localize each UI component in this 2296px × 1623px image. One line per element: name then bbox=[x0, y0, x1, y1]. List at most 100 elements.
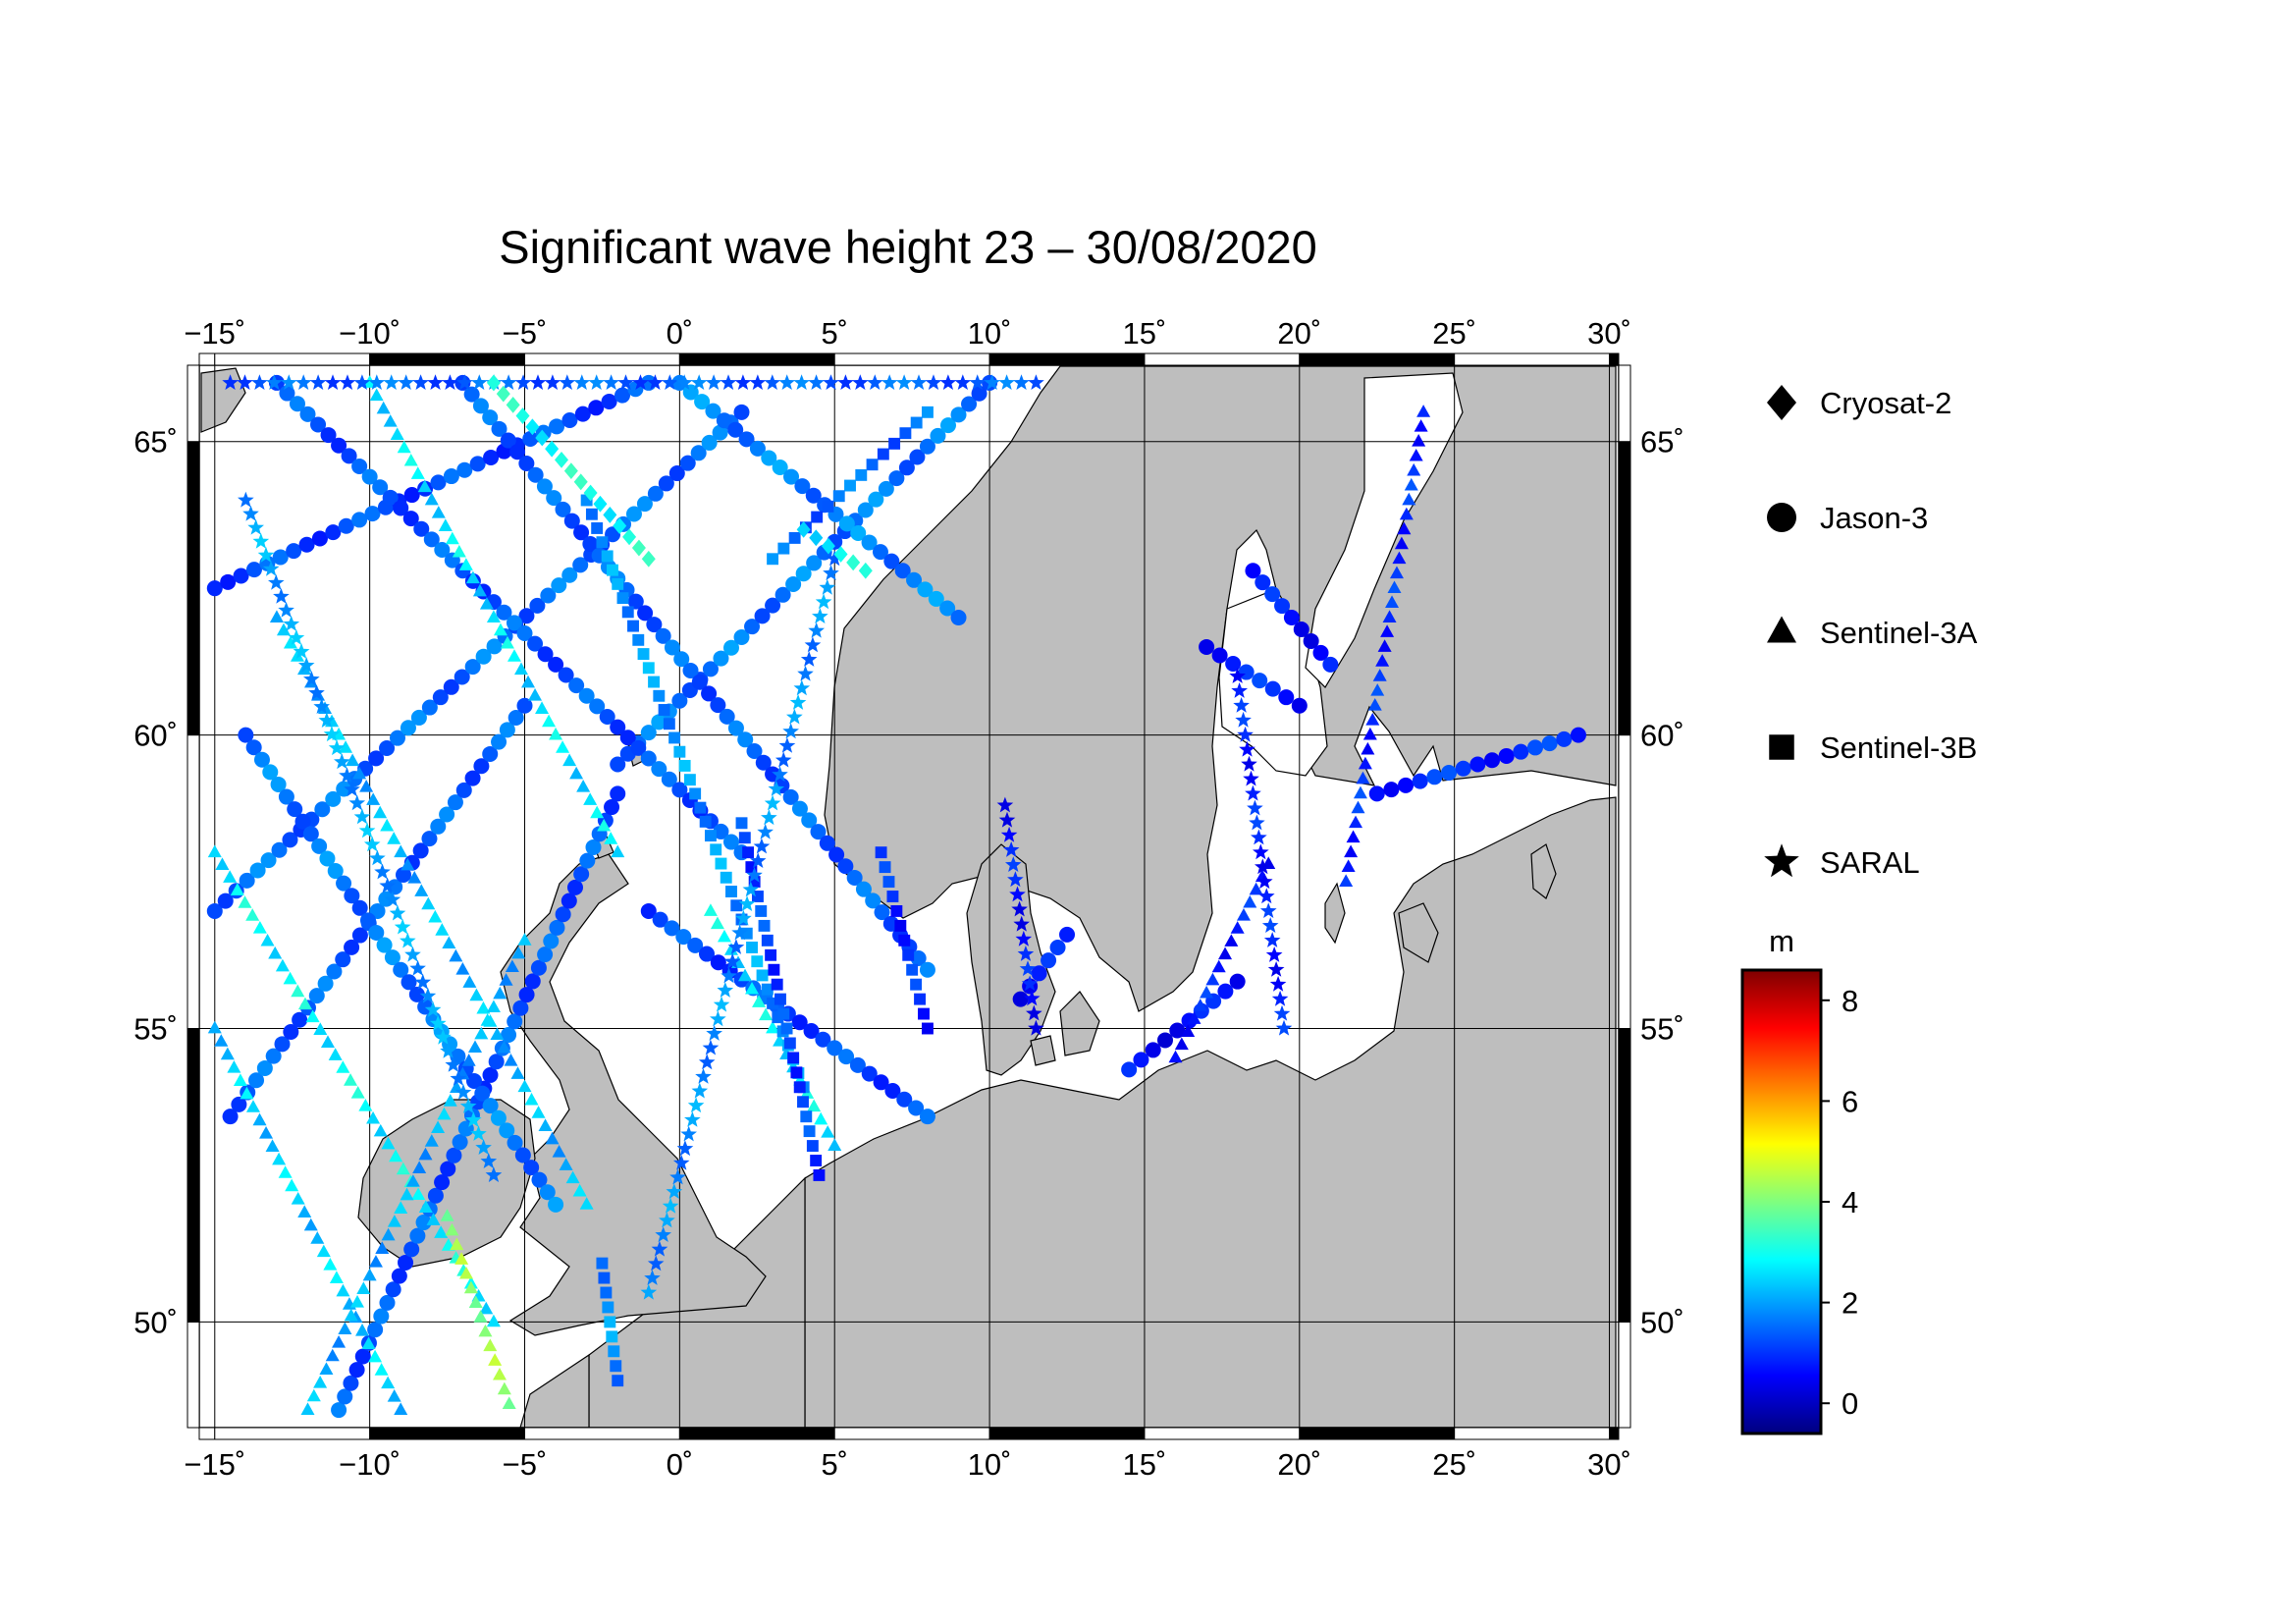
jason-3-point bbox=[950, 406, 967, 423]
jason-3-point bbox=[625, 506, 642, 522]
saral-point bbox=[412, 374, 429, 390]
jason-3-point bbox=[772, 460, 788, 476]
sentinel-3a-point bbox=[814, 1111, 828, 1125]
cryosat-2-point bbox=[525, 418, 540, 436]
jason-3-point bbox=[294, 813, 311, 830]
jason-3-point bbox=[652, 911, 668, 928]
jason-3-point bbox=[344, 939, 360, 955]
jason-3-point bbox=[868, 491, 884, 508]
lon-tick-label-top: 0˚ bbox=[667, 316, 694, 351]
saral-point bbox=[753, 838, 771, 854]
jason-3-point bbox=[1156, 1032, 1173, 1049]
sentinel-3a-point bbox=[394, 1201, 408, 1215]
frame-band-left bbox=[187, 734, 200, 1030]
lon-tick-label-bottom: 5˚ bbox=[821, 1447, 848, 1482]
jason-3-point bbox=[351, 458, 368, 474]
jason-3-point bbox=[939, 417, 956, 434]
sentinel-3a-point bbox=[1370, 683, 1385, 696]
sentinel-3a-point bbox=[1211, 959, 1226, 973]
sentinel-3b-point bbox=[742, 846, 755, 859]
jason-3-point bbox=[427, 1187, 444, 1204]
saral-point bbox=[786, 708, 803, 725]
jason-3-point bbox=[518, 455, 535, 471]
sentinel-3a-point bbox=[1205, 972, 1220, 986]
cryosat-2-point bbox=[573, 473, 588, 491]
sentinel-3b-point bbox=[806, 1140, 819, 1153]
sentinel-3a-point bbox=[524, 1092, 539, 1106]
saral-point bbox=[1241, 755, 1257, 772]
sentinel-3a-point bbox=[1416, 405, 1431, 417]
sentinel-3b-point bbox=[890, 904, 903, 917]
jason-3-point bbox=[906, 571, 923, 588]
jason-3-point bbox=[514, 1147, 531, 1163]
jason-3-point bbox=[755, 754, 772, 771]
saral-point bbox=[1243, 770, 1259, 786]
jason-3-point bbox=[610, 785, 626, 802]
saral-point bbox=[640, 1283, 658, 1300]
sentinel-3b-point bbox=[894, 919, 907, 932]
sentinel-3b-point bbox=[877, 448, 889, 460]
saral-point bbox=[690, 374, 708, 390]
saral-point bbox=[651, 1240, 668, 1257]
jason-3-point bbox=[393, 961, 409, 978]
saral-point bbox=[1009, 886, 1026, 902]
frame-band-bottom bbox=[214, 1427, 371, 1440]
jason-3-point bbox=[527, 466, 544, 483]
saral-point bbox=[1017, 946, 1035, 961]
sentinel-3b-point bbox=[844, 479, 856, 492]
saral-point bbox=[363, 836, 381, 852]
sentinel-3a-point bbox=[452, 544, 466, 558]
sentinel-3a-point bbox=[454, 1252, 469, 1265]
sentinel-3a-point bbox=[759, 1007, 774, 1021]
latitude-ticks-right: 50˚ 55˚ 60˚ 65˚ bbox=[1640, 425, 1684, 1340]
jason-3-point bbox=[314, 801, 331, 818]
jason-3-point bbox=[278, 788, 294, 805]
jason-3-point bbox=[491, 420, 507, 437]
sentinel-3b-point bbox=[882, 876, 895, 889]
jason-3-point bbox=[331, 1402, 347, 1419]
jason-3-point bbox=[245, 562, 262, 578]
jason-3-point bbox=[658, 475, 674, 492]
sentinel-3a-point bbox=[1349, 815, 1363, 829]
jason-3-point bbox=[549, 919, 565, 936]
saral-point bbox=[720, 374, 737, 390]
sentinel-3a-point bbox=[374, 1363, 389, 1376]
saral-point bbox=[440, 1042, 456, 1058]
jason-3-point bbox=[896, 1091, 913, 1108]
jason-3-point bbox=[385, 1281, 401, 1298]
saral-point bbox=[687, 1097, 705, 1113]
jason-3-point bbox=[391, 1268, 407, 1284]
sentinel-3a-point bbox=[752, 995, 767, 1007]
sentinel-3a-point bbox=[414, 884, 429, 896]
sentinel-3a-point bbox=[542, 714, 557, 728]
frame-band-bottom bbox=[1609, 1427, 1620, 1440]
sentinel-3a-point bbox=[380, 818, 395, 832]
sentinel-3a-point bbox=[583, 792, 598, 805]
jason-3-point bbox=[651, 761, 667, 778]
sentinel-3a-point bbox=[828, 1138, 842, 1151]
frame-band-bottom bbox=[524, 1427, 680, 1440]
jason-3-point bbox=[279, 385, 295, 402]
jason-3-point bbox=[865, 893, 881, 909]
sentinel-3a-point bbox=[285, 1178, 299, 1192]
sentinel-3b-point bbox=[678, 759, 691, 772]
saral-point bbox=[1229, 668, 1246, 683]
sentinel-3b-point bbox=[725, 886, 737, 897]
sentinel-3b-point bbox=[767, 997, 779, 1009]
longitude-ticks-top: −15˚ −10˚ −5˚ 0˚ 5˚ 10˚ 15˚ 20˚ 25˚ 30˚ bbox=[184, 316, 1631, 351]
saral-point bbox=[514, 374, 532, 390]
saral-point bbox=[1002, 841, 1020, 857]
sentinel-3b-point bbox=[580, 494, 593, 507]
saral-point bbox=[675, 374, 693, 390]
jason-3-point bbox=[1169, 1022, 1186, 1039]
jason-3-point bbox=[791, 1014, 808, 1031]
sentinel-3a-point bbox=[473, 1310, 488, 1323]
saral-point bbox=[400, 932, 416, 948]
sentinel-3a-point bbox=[505, 959, 519, 973]
saral-point bbox=[293, 643, 310, 659]
sentinel-3a-point bbox=[421, 896, 436, 910]
jason-3-point bbox=[474, 1085, 491, 1102]
sentinel-3b-point bbox=[783, 1037, 796, 1050]
sentinel-3b-point bbox=[715, 857, 727, 870]
sentinel-3b-point bbox=[601, 550, 614, 563]
